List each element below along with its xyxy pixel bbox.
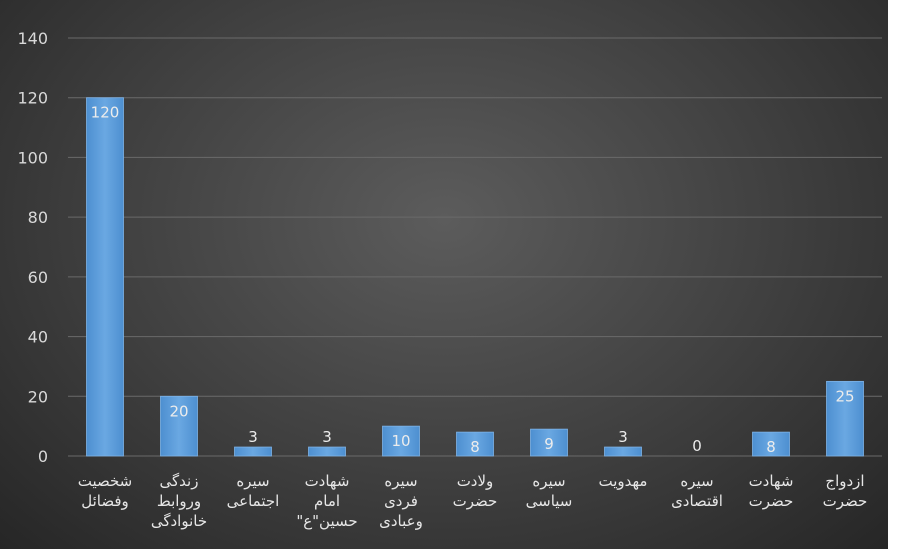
x-category-label-line: حضرت xyxy=(453,492,498,510)
x-category-label-line: اجتماعی xyxy=(227,492,280,510)
x-category-label-line: ازدواج xyxy=(825,472,864,491)
x-category-label-line: وروابط xyxy=(157,492,201,510)
y-tick-label: 80 xyxy=(28,208,48,227)
gridlines xyxy=(68,37,882,457)
x-category-label: شخصیت وفضائل xyxy=(78,472,133,510)
data-label: 10 xyxy=(391,432,410,450)
x-category-label: سیره فردی وعبادی xyxy=(379,472,423,530)
data-label: 8 xyxy=(766,438,776,456)
x-category-label-line: حسین"ع" xyxy=(296,512,357,530)
x-category-label-line: خانوادگی xyxy=(151,512,207,530)
data-label: 9 xyxy=(544,435,554,453)
x-category-label-line: سیره xyxy=(532,472,565,490)
x-category-label-line: وعبادی xyxy=(379,512,423,530)
y-tick-label: 140 xyxy=(17,29,48,48)
y-tick-label: 60 xyxy=(28,268,48,287)
data-label: 0 xyxy=(692,437,702,455)
y-tick-label: 20 xyxy=(28,387,48,406)
y-tick-label: 120 xyxy=(17,89,48,108)
bar xyxy=(752,431,790,457)
y-axis-ticks: 0 20 40 60 80 100 120 140 xyxy=(17,29,48,466)
x-category-label: زندگی وروابط خانوادگی xyxy=(151,472,207,530)
y-tick-label: 100 xyxy=(17,148,48,167)
data-label: 3 xyxy=(248,428,258,446)
x-category-label-line: زندگی xyxy=(160,472,199,490)
x-category-label: سیره اجتماعی xyxy=(227,472,280,510)
data-label: 8 xyxy=(470,438,480,456)
x-category-label-line: ولادت xyxy=(457,472,494,490)
x-category-label-line: حضرت xyxy=(749,492,794,510)
x-category-label-line: سیاسی xyxy=(526,492,573,510)
x-category-label: سیره سیاسی xyxy=(526,472,573,510)
bar xyxy=(382,425,420,457)
data-label: 3 xyxy=(322,428,332,446)
x-category-label: شهادت امام حسین"ع" xyxy=(296,472,357,530)
data-label: 3 xyxy=(618,428,628,446)
x-category-label-line: وفضائل xyxy=(81,492,129,510)
x-category-label-line: فردی xyxy=(384,492,418,510)
data-labels: 120 20 3 3 10 8 9 3 0 8 25 xyxy=(91,104,855,456)
x-category-label-line: مهدویت xyxy=(599,472,648,490)
bar xyxy=(530,428,568,457)
y-tick-label: 0 xyxy=(38,447,48,466)
bar xyxy=(234,446,272,457)
bar xyxy=(456,431,494,457)
y-tick-label: 40 xyxy=(28,328,48,347)
x-category-label-line: امام xyxy=(314,492,340,510)
bar xyxy=(308,446,346,457)
x-category-label: شهادت حضرت xyxy=(749,472,794,510)
data-label: 120 xyxy=(91,104,120,122)
x-category-label-line: حضرت xyxy=(823,492,868,510)
x-category-label: سیره اقتصادی xyxy=(671,472,723,510)
x-category-label: ولادت حضرت xyxy=(453,472,498,510)
data-label: 20 xyxy=(169,402,188,420)
bar xyxy=(86,97,124,457)
bar xyxy=(604,446,642,457)
x-category-label-line: شهادت xyxy=(749,472,794,490)
x-category-label-line: سیره xyxy=(384,472,417,490)
bar xyxy=(826,380,864,457)
bar xyxy=(160,395,198,457)
x-axis-labels: شخصیت وفضائل زندگی وروابط خانوادگی سیره اجتماع… xyxy=(78,472,868,530)
x-category-label-line: شخصیت xyxy=(78,472,133,490)
data-label: 25 xyxy=(835,387,854,405)
x-category-label: مهدویت xyxy=(599,472,648,490)
bars xyxy=(86,97,864,457)
x-category-label-line: سیره xyxy=(680,472,713,490)
x-category-label-line: شهادت xyxy=(305,472,350,490)
x-category-label-line: سیره xyxy=(236,472,269,490)
x-category-label-line: اقتصادی xyxy=(671,492,723,510)
x-category-label: ازدواج حضرت xyxy=(823,472,868,510)
